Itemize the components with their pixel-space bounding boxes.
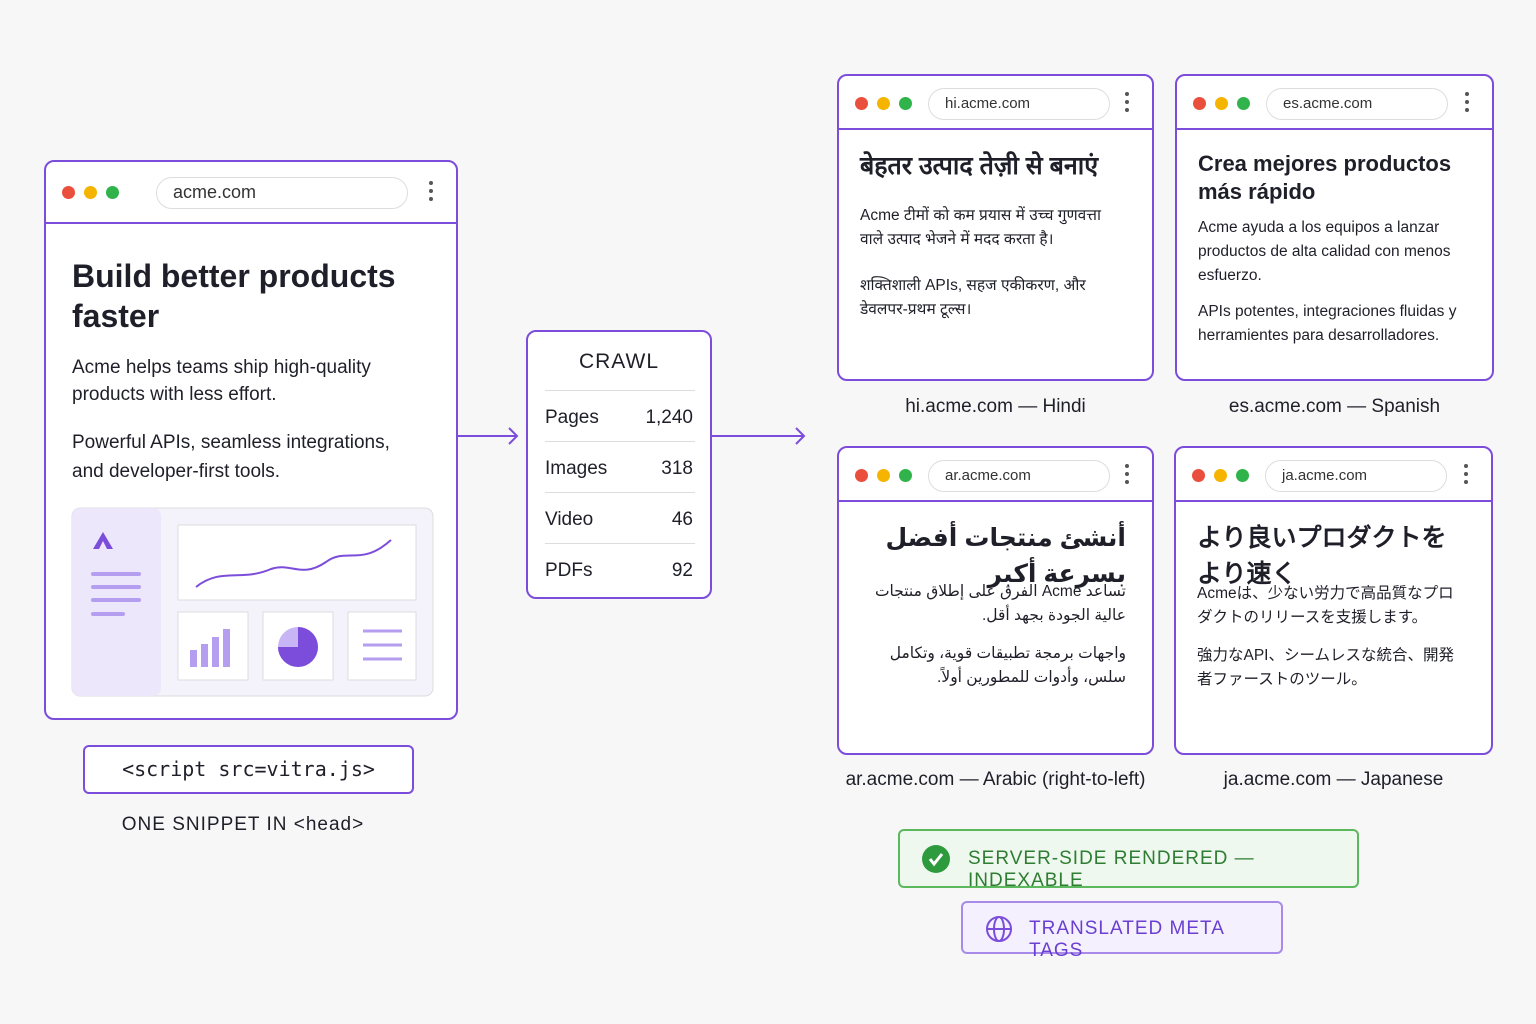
check-icon — [922, 845, 950, 873]
site-caption: hi.acme.com — Hindi — [905, 396, 1086, 417]
row-divider — [545, 390, 695, 391]
row-label: Video — [545, 509, 594, 530]
site-body: Acmeは、少ない労力で高品質なプロダクトのリリースを支援します。 — [1197, 585, 1454, 626]
site-body: 強力なAPI、シームレスな統合、開発者ファーストのツール。 — [1197, 647, 1455, 688]
menu-dot — [1464, 472, 1468, 476]
window-dot — [1236, 469, 1249, 482]
url-bar: es.acme.com — [1266, 88, 1448, 120]
menu-dot — [1465, 108, 1469, 112]
menu-dot — [1125, 480, 1129, 484]
snippet-caption: ONE SNIPPET IN <head> — [121, 814, 365, 835]
menu-dot — [1465, 100, 1469, 104]
site-window: hi.acme.com बेहतर उत्पाद तेज़ी से बनाएं Ac… — [837, 74, 1154, 381]
site-caption: es.acme.com — Spanish — [1228, 396, 1441, 417]
site-body: واجهات برمجة تطبيقات قوية، وتكامل سلس، و… — [889, 645, 1126, 686]
window-dot — [855, 97, 868, 110]
row-label: Images — [545, 458, 608, 479]
source-body: Acme helps teams ship high-quality produ… — [72, 357, 371, 405]
source-body: Powerful APIs, seamless integrations, an… — [72, 432, 390, 482]
window-dot — [106, 186, 119, 199]
window-dot — [1192, 469, 1205, 482]
window-dot — [62, 186, 75, 199]
window-dot — [1214, 469, 1227, 482]
dashboard-illustration — [71, 507, 434, 697]
menu-dot — [1465, 92, 1469, 96]
badge-text: SERVER-SIDE RENDERED — INDEXABLE — [968, 848, 1255, 891]
site-caption: ja.acme.com — Japanese — [1223, 769, 1444, 790]
menu-dot — [429, 197, 433, 201]
title-bar — [1176, 448, 1491, 502]
row-divider — [545, 543, 695, 544]
menu-dot — [1125, 464, 1129, 468]
row-value: 1,240 — [645, 407, 693, 428]
title-bar — [46, 162, 456, 224]
window-dot — [899, 97, 912, 110]
row-value: 318 — [661, 458, 693, 479]
crawl-title: CRAWL — [578, 350, 660, 373]
site-body: शक्तिशाली APIs, सहज एकीकरण, और डेवलपर-प्… — [860, 277, 1086, 318]
site-body: Acme टीमों को कम प्रयास में उच्च गुणवत्त… — [860, 207, 1101, 248]
site-body: تساعد Acme الفرق على إطلاق منتجات عالية … — [874, 583, 1126, 624]
url-bar: ja.acme.com — [1265, 460, 1447, 492]
source-window: Build better products faster Acme helps … — [44, 160, 458, 720]
title-bar — [839, 76, 1152, 130]
snippet-code: <script src=vitra.js> — [83, 745, 414, 794]
site-window: es.acme.com Crea mejores productos más rá… — [1175, 74, 1494, 381]
site-title: أنشئ منتجات أفضل بسرعة أكبر — [885, 524, 1126, 588]
badge-text: TRANSLATED META TAGS — [1029, 918, 1224, 961]
site-title: बेहतर उत्पाद तेज़ी से बनाएं — [860, 152, 1099, 180]
menu-dot — [1125, 108, 1129, 112]
menu-dot — [1464, 480, 1468, 484]
menu-dot — [429, 189, 433, 193]
window-dot — [899, 469, 912, 482]
row-divider — [545, 492, 695, 493]
site-title: より良いプロダクトをより速く — [1197, 524, 1447, 588]
row-divider — [545, 441, 695, 442]
row-label: Pages — [545, 407, 599, 428]
source-title: Build better products faster — [72, 258, 396, 334]
site-body: APIs potentes, integraciones fluidas y h… — [1198, 303, 1457, 344]
row-value: 46 — [671, 509, 693, 530]
title-bar — [1177, 76, 1492, 130]
window-dot — [877, 469, 890, 482]
url-bar: ar.acme.com — [928, 460, 1110, 492]
window-dot — [1215, 97, 1228, 110]
window-dot — [1193, 97, 1206, 110]
window-dot — [877, 97, 890, 110]
row-label: PDFs — [545, 560, 593, 581]
site-caption: ar.acme.com — Arabic (right-to-left) — [845, 769, 1146, 790]
crawl-box: CRAWL Pages 1,240 Images 318 Video 46 PDFs 92 — [526, 330, 712, 599]
badge: SERVER-SIDE RENDERED — INDEXABLE — [898, 829, 1359, 891]
row-value: 92 — [671, 560, 693, 581]
site-window: ar.acme.com أنشئ منتجات أفضل بسرعة أكبر تس… — [837, 446, 1154, 755]
url-bar: hi.acme.com — [928, 88, 1110, 120]
globe-icon — [986, 916, 1012, 942]
site-body: Acme ayuda a los equipos a lanzar produc… — [1198, 219, 1451, 284]
menu-dot — [1125, 472, 1129, 476]
url-bar: acme.com — [156, 177, 408, 209]
window-dot — [84, 186, 97, 199]
menu-dot — [1125, 92, 1129, 96]
window-dot — [1237, 97, 1250, 110]
menu-dot — [1464, 464, 1468, 468]
badge: TRANSLATED META TAGS — [961, 901, 1283, 961]
menu-dot — [1125, 100, 1129, 104]
site-title: Crea mejores productos más rápido — [1198, 151, 1452, 204]
menu-dot — [429, 181, 433, 185]
window-dot — [855, 469, 868, 482]
title-bar — [839, 448, 1152, 502]
site-window: ja.acme.com より良いプロダクトをより速く Acmeは、少ない労力で高品質… — [1174, 446, 1493, 755]
